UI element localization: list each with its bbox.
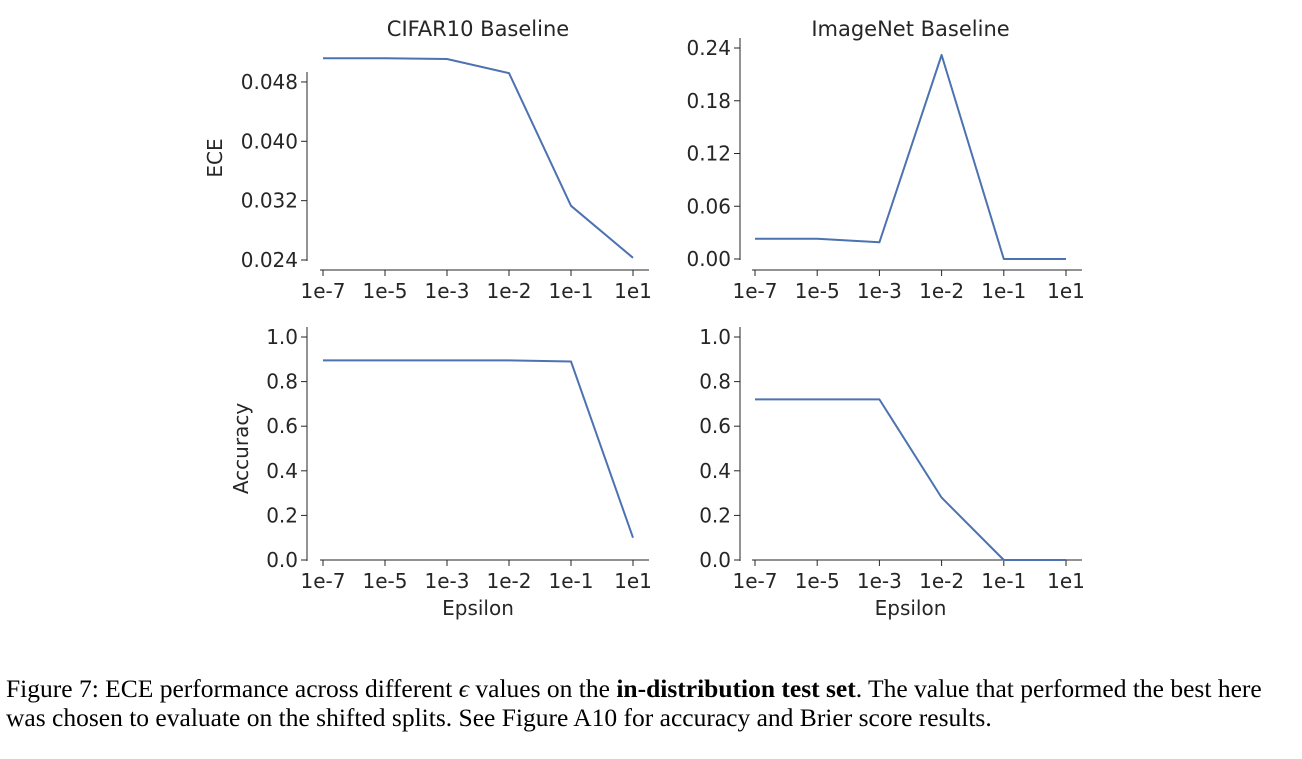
panel-1-x-tick-label: 1e-2 [487, 279, 532, 303]
panel-2-y-tick-label: 0.06 [686, 194, 731, 218]
panel-3-x-tick-label: 1e-3 [425, 569, 470, 593]
caption-epsilon-symbol: ϵ [458, 673, 469, 703]
panel-3-x-tick-label: 1e-5 [363, 569, 408, 593]
panel-3-x-tick-label: 1e-1 [549, 569, 594, 593]
panel-4-x-tick-label: 1e-5 [795, 569, 840, 593]
caption-bold-phrase: in-distribution test set [616, 673, 856, 703]
panel-2-x-tick-label: 1e-3 [857, 279, 902, 303]
panel-3-x-tick-label: 1e-2 [487, 569, 532, 593]
panel-4-x-tick-label: 1e-7 [733, 569, 778, 593]
panel-4-series-line [755, 398, 1066, 561]
panel-3-y-tick-label: 0.6 [266, 414, 298, 438]
panel-1-y-tick-label: 0.032 [241, 189, 298, 213]
panel-2-y-tick-label: 0.18 [686, 89, 731, 113]
panel-3-y-tick-label: 0.4 [266, 459, 298, 483]
panel-3-y-tick-label: 0.0 [266, 548, 298, 572]
caption-label: Figure 7: [6, 673, 99, 703]
panel-4-x-tick-label: 1e-1 [981, 569, 1026, 593]
caption-text-after: . The value that performed the best here… [6, 673, 1262, 732]
panel-1-x-tick-label: 1e1 [614, 279, 652, 303]
panel-2-x-tick-label: 1e-2 [919, 279, 964, 303]
panel-2-x-tick-label: 1e1 [1047, 279, 1085, 303]
panel-4-x-tick-label: 1e-2 [919, 569, 964, 593]
panel-1-x-tick-label: 1e-7 [301, 279, 346, 303]
panel-3-y-tick-label: 0.2 [266, 503, 298, 527]
panel-1-y-tick-label: 0.024 [241, 248, 298, 272]
panel-1-y-tick-label: 0.040 [241, 129, 298, 153]
panel-4-x-axis-label: Epsilon [875, 596, 947, 620]
panel-3-y-tick-label: 1.0 [266, 325, 298, 349]
panel-4-x-tick-label: 1e-3 [857, 569, 902, 593]
caption-text-before: ECE performance across different [105, 673, 453, 703]
panel-4-y-tick-label: 0.4 [699, 459, 731, 483]
panel-3-x-axis-label: Epsilon [442, 596, 514, 620]
figure-caption: Figure 7: ECE performance across differe… [6, 674, 1298, 732]
panel-3-x-tick-label: 1e-7 [301, 569, 346, 593]
figure-panel-grid: 0.024 0.032 0.040 0.048 1e-7 1e-5 1e-3 1e-2 1e-1… [203, 17, 1085, 620]
panel-2-y-tick-label: 0.12 [686, 142, 731, 166]
panel-1-x-tick-label: 1e-3 [425, 279, 470, 303]
panel-3-y-axis-label: Accuracy [229, 403, 253, 494]
panel-1-y-axis-label: ECE [203, 138, 227, 177]
panel-2-x-tick-label: 1e-7 [733, 279, 778, 303]
panel-4-x-tick-label: 1e1 [1047, 569, 1085, 593]
panel-1-y-tick-label: 0.048 [241, 70, 298, 94]
panel-3-series-line [323, 359, 634, 539]
panel-1-title: CIFAR10 Baseline [387, 17, 569, 41]
panel-2-y-tick-label: 0.00 [686, 247, 731, 271]
panel-4-y-tick-label: 0.0 [699, 548, 731, 572]
chart-svg: 0.024 0.032 0.040 0.048 1e-7 1e-5 1e-3 1e-2 1e-1… [203, 17, 1085, 620]
panel-4-y-tick-label: 0.2 [699, 503, 731, 527]
panel-1-x-tick-label: 1e-5 [363, 279, 408, 303]
panel-4-y-tick-label: 0.8 [699, 370, 731, 394]
panel-3-x-tick-label: 1e1 [614, 569, 652, 593]
panel-4-y-tick-label: 0.6 [699, 414, 731, 438]
panel-2-title: ImageNet Baseline [811, 17, 1009, 41]
panel-2-x-tick-label: 1e-1 [981, 279, 1026, 303]
panel-2-y-tick-label: 0.24 [686, 36, 731, 60]
panel-1-series-line [323, 57, 634, 259]
panel-2-series-line [755, 54, 1066, 260]
caption-text-middle: values on the [475, 673, 610, 703]
panel-3-y-tick-label: 0.8 [266, 370, 298, 394]
panel-4-y-tick-label: 1.0 [699, 325, 731, 349]
panel-2-x-tick-label: 1e-5 [795, 279, 840, 303]
panel-1-x-tick-label: 1e-1 [549, 279, 594, 303]
